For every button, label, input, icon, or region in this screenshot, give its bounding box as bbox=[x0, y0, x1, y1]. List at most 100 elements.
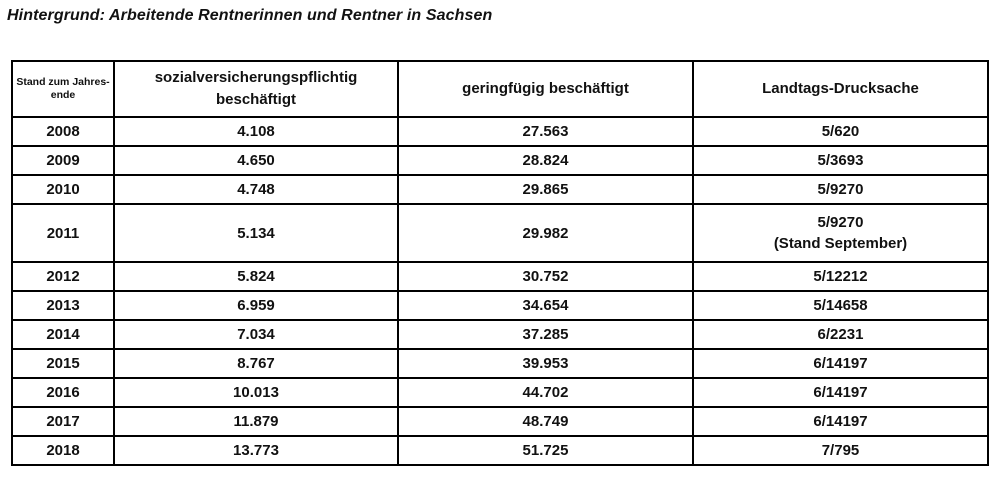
year-cell-value: 2017 bbox=[46, 413, 80, 430]
year-cell-value: 2008 bbox=[46, 123, 80, 140]
marginally-employed-cell: 29.982 bbox=[397, 203, 694, 263]
svp-employed-cell: 8.767 bbox=[113, 348, 399, 379]
drucksache-cell-value: 5/620 bbox=[821, 123, 860, 140]
drucksache-cell: 7/795 bbox=[692, 435, 989, 466]
marginally-employed-cell-value: 27.563 bbox=[522, 123, 569, 140]
year-cell: 2014 bbox=[11, 319, 115, 350]
svp-employed-cell: 5.824 bbox=[113, 261, 399, 292]
marginally-employed-cell-value: 44.702 bbox=[522, 384, 569, 401]
year-cell: 2017 bbox=[11, 406, 115, 437]
header-line: geringfügig bbox=[462, 80, 545, 98]
header-landtags-drucksache: Landtags-Drucksache bbox=[692, 60, 989, 118]
table-row: 2015 8.767 39.953 6/14197 bbox=[11, 348, 989, 379]
table-row: 2018 13.773 51.725 7/795 bbox=[11, 435, 989, 466]
year-cell: 2009 bbox=[11, 145, 115, 176]
svp-employed-cell: 7.034 bbox=[113, 319, 399, 350]
marginally-employed-cell-value: 37.285 bbox=[522, 326, 569, 343]
table-row: 2016 10.013 44.702 6/14197 bbox=[11, 377, 989, 408]
svp-employed-cell-value: 4.108 bbox=[237, 123, 275, 140]
year-cell-value: 2009 bbox=[46, 152, 80, 169]
table-header-row: Stand zum Jahres- ende sozialversicherun… bbox=[11, 60, 989, 118]
table-row: 2014 7.034 37.285 6/2231 bbox=[11, 319, 989, 350]
drucksache-cell-value: 5/3693 bbox=[817, 152, 864, 169]
drucksache-note: (Stand September) bbox=[773, 235, 908, 252]
svp-employed-cell-value: 4.748 bbox=[237, 181, 275, 198]
drucksache-cell-value: 6/2231 bbox=[817, 326, 864, 343]
marginally-employed-cell: 28.824 bbox=[397, 145, 694, 176]
header-geringfuegig: geringfügig beschäftigt bbox=[397, 60, 694, 118]
svp-employed-cell-value: 6.959 bbox=[237, 297, 275, 314]
year-cell: 2010 bbox=[11, 174, 115, 205]
marginally-employed-cell: 39.953 bbox=[397, 348, 694, 379]
pensioners-employment-table: Stand zum Jahres- ende sozialversicherun… bbox=[11, 60, 989, 466]
marginally-employed-cell: 44.702 bbox=[397, 377, 694, 408]
header-sozialversicherungspflichtig: sozialversicherungspflichtig beschäftigt bbox=[113, 60, 399, 118]
header-line: sozialversicherungspflichtig bbox=[154, 69, 358, 87]
marginally-employed-cell-value: 30.752 bbox=[522, 268, 569, 285]
svp-employed-cell-value: 5.134 bbox=[237, 224, 275, 242]
svp-employed-cell: 13.773 bbox=[113, 435, 399, 466]
marginally-employed-cell-value: 48.749 bbox=[522, 413, 569, 430]
drucksache-cell: 5/14658 bbox=[692, 290, 989, 321]
svp-employed-cell: 4.108 bbox=[113, 116, 399, 147]
year-cell-value: 2016 bbox=[46, 384, 80, 401]
drucksache-cell: 5/3693 bbox=[692, 145, 989, 176]
table-row: 2009 4.650 28.824 5/3693 bbox=[11, 145, 989, 176]
marginally-employed-cell: 34.654 bbox=[397, 290, 694, 321]
drucksache-cell: 5/9270 (Stand September) bbox=[692, 203, 989, 263]
marginally-employed-cell: 51.725 bbox=[397, 435, 694, 466]
year-cell-value: 2011 bbox=[46, 224, 80, 242]
header-line: beschäftigt bbox=[215, 91, 296, 108]
year-cell: 2015 bbox=[11, 348, 115, 379]
drucksache-cell-value: 6/14197 bbox=[813, 413, 868, 430]
year-cell: 2013 bbox=[11, 290, 115, 321]
drucksache-cell: 5/9270 bbox=[692, 174, 989, 205]
svp-employed-cell: 5.134 bbox=[113, 203, 399, 263]
drucksache-cell: 6/14197 bbox=[692, 377, 989, 408]
marginally-employed-cell-value: 34.654 bbox=[522, 297, 569, 314]
year-cell: 2016 bbox=[11, 377, 115, 408]
table-row: 2017 11.879 48.749 6/14197 bbox=[11, 406, 989, 437]
drucksache-cell-value: 5/12212 bbox=[813, 268, 868, 285]
drucksache-cell-value: 5/9270 bbox=[817, 181, 864, 198]
svp-employed-cell-value: 7.034 bbox=[237, 326, 275, 343]
table-row: 2010 4.748 29.865 5/9270 bbox=[11, 174, 989, 205]
drucksache-cell-value: 7/795 bbox=[821, 442, 860, 459]
year-cell-value: 2015 bbox=[46, 355, 80, 372]
marginally-employed-cell: 48.749 bbox=[397, 406, 694, 437]
drucksache-cell: 6/2231 bbox=[692, 319, 989, 350]
table-row: 2012 5.824 30.752 5/12212 bbox=[11, 261, 989, 292]
drucksache-cell-value: 6/14197 bbox=[813, 384, 868, 401]
svp-employed-cell-value: 13.773 bbox=[233, 442, 279, 459]
marginally-employed-cell: 37.285 bbox=[397, 319, 694, 350]
marginally-employed-cell-value: 39.953 bbox=[522, 355, 569, 372]
table-row: 2011 5.134 29.982 5/9270 (Stand September) bbox=[11, 203, 989, 263]
marginally-employed-cell-value: 29.865 bbox=[522, 181, 569, 198]
marginally-employed-cell-value: 29.982 bbox=[522, 224, 569, 242]
svp-employed-cell: 6.959 bbox=[113, 290, 399, 321]
year-cell: 2018 bbox=[11, 435, 115, 466]
header-stand-zum-jahresende: Stand zum Jahres- ende bbox=[11, 60, 115, 118]
year-cell-value: 2014 bbox=[46, 326, 80, 343]
year-cell: 2008 bbox=[11, 116, 115, 147]
marginally-employed-cell: 30.752 bbox=[397, 261, 694, 292]
year-cell: 2011 bbox=[11, 203, 115, 263]
svp-employed-cell: 4.650 bbox=[113, 145, 399, 176]
year-cell-value: 2010 bbox=[46, 181, 80, 198]
svp-employed-cell: 11.879 bbox=[113, 406, 399, 437]
year-cell-value: 2013 bbox=[46, 297, 80, 314]
year-cell-value: 2012 bbox=[46, 268, 80, 285]
svp-employed-cell-value: 11.879 bbox=[233, 413, 279, 430]
svp-employed-cell-value: 4.650 bbox=[237, 152, 275, 169]
marginally-employed-cell: 27.563 bbox=[397, 116, 694, 147]
drucksache-cell: 6/14197 bbox=[692, 348, 989, 379]
drucksache-cell-value: 6/14197 bbox=[813, 355, 868, 372]
header-line: ende bbox=[50, 89, 76, 101]
svp-employed-cell-value: 5.824 bbox=[237, 268, 275, 285]
svp-employed-cell-value: 10.013 bbox=[233, 384, 279, 401]
page-title: Hintergrund: Arbeitende Rentnerinnen und… bbox=[7, 7, 493, 24]
svp-employed-cell: 4.748 bbox=[113, 174, 399, 205]
drucksache-cell: 5/620 bbox=[692, 116, 989, 147]
header-line: Stand zum bbox=[16, 75, 70, 88]
marginally-employed-cell: 29.865 bbox=[397, 174, 694, 205]
